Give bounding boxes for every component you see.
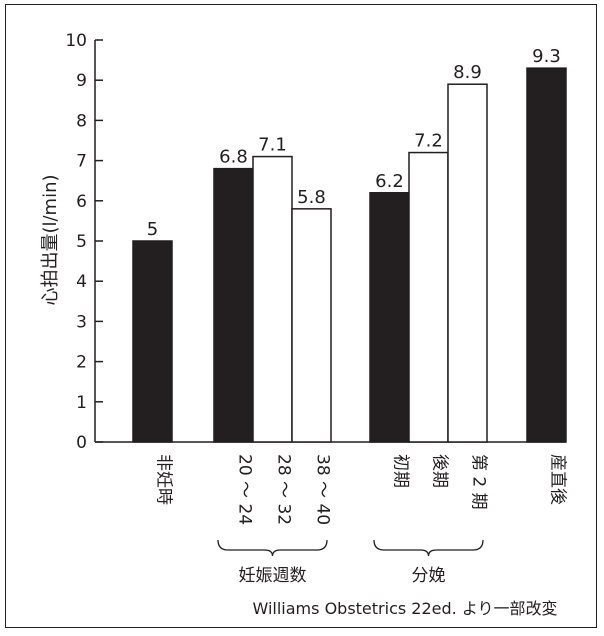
y-tick-label: 2 [76,353,87,373]
bar [408,151,449,443]
bar-value-label: 6.8 [219,147,248,168]
bar [132,240,173,443]
y-tick-label: 7 [76,152,87,172]
bar-value-label: 5.8 [297,187,326,208]
group-braces: 妊娠週数 分娩 [217,539,484,586]
bar-value-label: 8.9 [453,62,482,83]
category-label: 20 ～ 24 [235,454,255,525]
bar-value-label: 9.3 [532,46,561,67]
bar [252,155,293,443]
y-tick-label: 3 [76,312,87,332]
y-axis-label: 心拍出量(l/min) [40,174,61,305]
y-tick-label: 1 [76,393,87,413]
group-brace [373,539,484,557]
bar-value-label: 5 [147,219,158,240]
figure-frame [5,4,597,628]
category-label: 28 ～ 32 [274,454,294,525]
bar-value-label: 6.2 [375,171,404,192]
bar-value-label: 7.1 [258,135,287,156]
bar [447,83,488,443]
source-note: Williams Obstetrics 22ed. より一部改変 [253,599,558,618]
bar [369,192,410,443]
bars [132,67,567,443]
category-label: 非妊時 [154,454,174,505]
bar [213,167,254,443]
y-tick-label: 4 [76,272,87,292]
group-label: 妊娠週数 [239,566,307,586]
bar [526,67,567,443]
bar-value-label: 7.2 [414,131,443,152]
y-tick-label: 8 [76,111,87,131]
category-labels: 非妊時 20 ～ 24 28 ～ 32 38 ～ 40 初期 後期第 2 期 産直後 [154,454,568,525]
y-tick-label: 10 [65,31,87,51]
category-label: 産直後 [548,454,568,505]
y-tick-label: 9 [76,71,87,91]
category-label: 後期 [430,454,450,488]
y-tick-label: 6 [76,192,87,212]
y-tick-label: 0 [76,433,87,453]
y-tick-label: 5 [76,232,87,252]
value-labels: 5 6.8 7.1 5.8 6.2 7.2 8.9 9.3 [147,46,561,240]
category-label: 初期 [391,454,411,488]
y-axis: 0 1 2 3 4 5 6 7 8 9 10 [65,31,566,453]
bar [291,208,332,443]
category-label: 第 2 期 [469,454,489,510]
category-label: 38 ～ 40 [313,454,333,525]
group-brace [217,539,328,557]
group-label: 分娩 [412,566,446,586]
